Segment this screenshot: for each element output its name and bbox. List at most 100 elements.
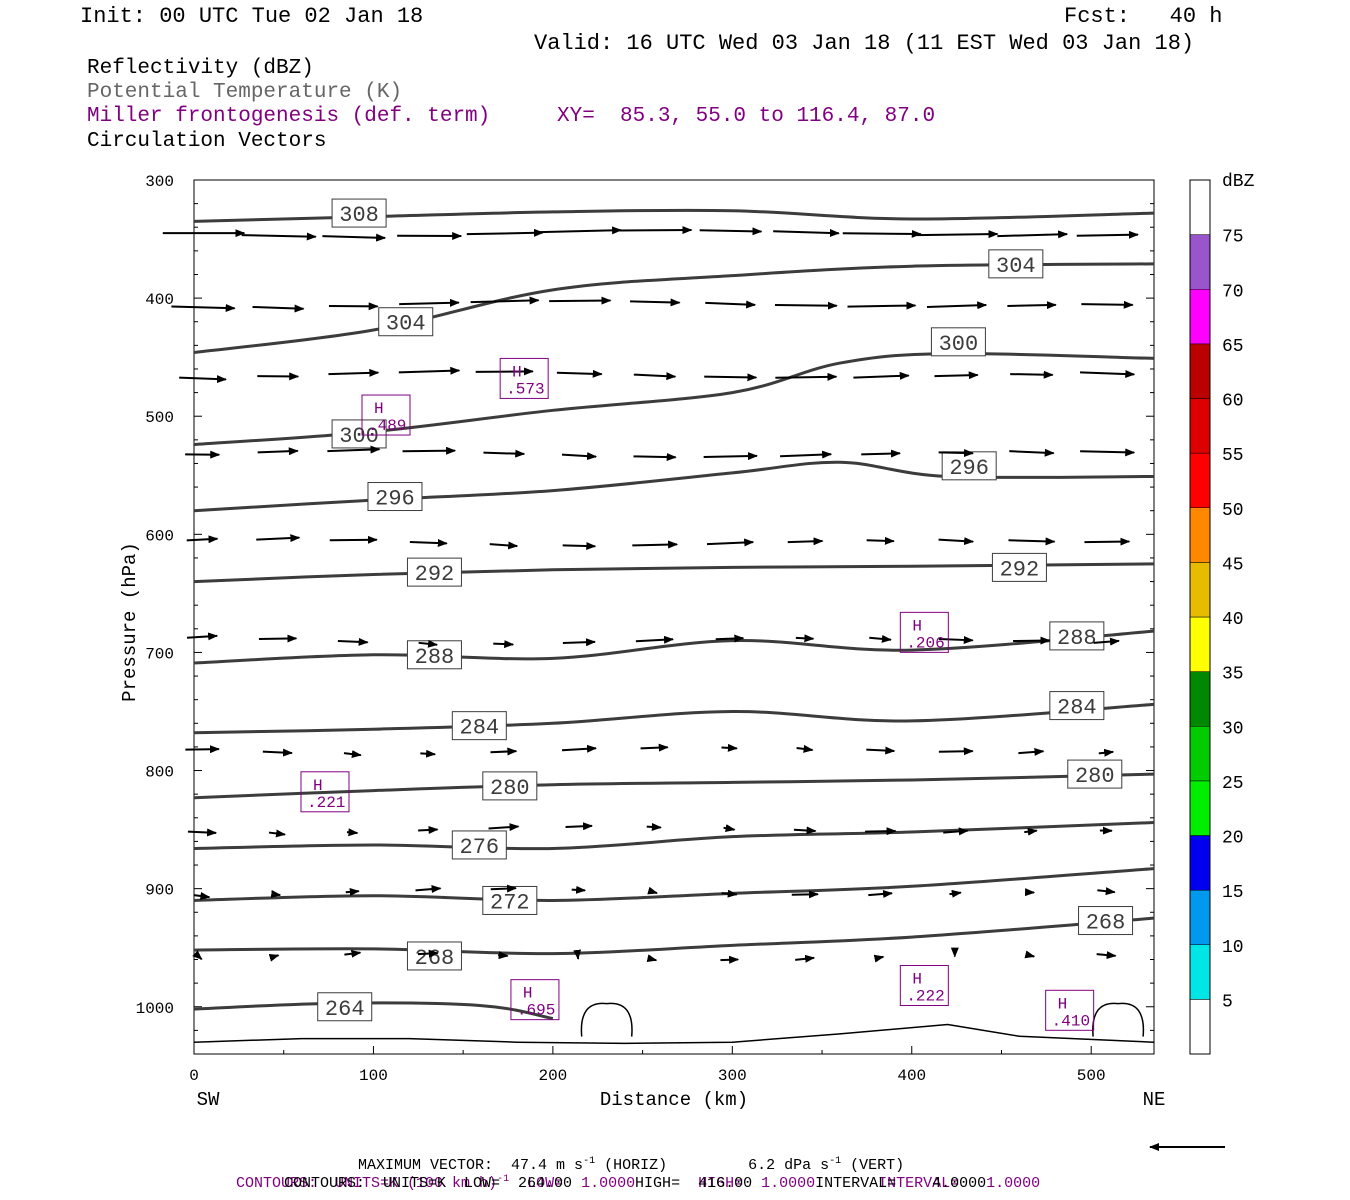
circulation-vector	[706, 538, 755, 547]
circulation-vector	[556, 369, 603, 378]
colorbar-level-label: 70	[1222, 282, 1244, 302]
circulation-vector	[997, 230, 1069, 239]
colorbar-swatch	[1189, 999, 1211, 1055]
theta-label: 304	[996, 254, 1036, 279]
circulation-vector	[853, 371, 910, 380]
colorbar-level-label: 65	[1222, 337, 1244, 357]
y-tick-label: 400	[145, 291, 174, 309]
colorbar-swatch	[1189, 179, 1211, 235]
x-tick-label: 0	[189, 1067, 199, 1085]
circulation-vector	[187, 828, 218, 837]
contours1-b: LOW= 1.0000 HIGH= 1.0000 INTERVAL= 1.000…	[509, 1175, 1041, 1192]
circulation-vector	[938, 449, 975, 457]
circulation-vector	[322, 233, 387, 242]
circulation-vector	[1024, 950, 1036, 959]
colorbar-swatch	[1189, 234, 1211, 290]
colorbar-level-label: 5	[1222, 992, 1233, 1012]
circulation-vector	[1076, 230, 1139, 239]
init-time: Init: 00 UTC Tue 02 Jan 18	[80, 4, 424, 29]
fronto-max-box	[499, 357, 549, 399]
circulation-vector	[635, 635, 675, 644]
circulation-vector	[328, 368, 380, 377]
circulation-vector	[1081, 300, 1134, 309]
theta-label: 264	[325, 997, 365, 1022]
circulation-vector	[630, 298, 681, 307]
circulation-vector	[262, 748, 293, 757]
circulation-vector	[344, 949, 362, 958]
circulation-vector	[842, 229, 922, 238]
y-tick-label: 300	[145, 173, 174, 191]
circulation-vector	[795, 634, 815, 643]
theta-contour-284	[193, 702, 1155, 735]
circulation-vector	[632, 540, 679, 549]
max-vector-c: (VERT)	[841, 1157, 905, 1174]
theta-label-box	[451, 711, 507, 741]
circulation-vector	[633, 453, 677, 462]
circulation-vector	[633, 372, 677, 381]
field-vectors: Circulation Vectors	[87, 130, 327, 153]
x-tick-label: 300	[718, 1067, 747, 1085]
colorbar-level-label: 15	[1222, 883, 1244, 903]
fronto-contour-note: CONTOURS: UNITS=K (100 km h)-1 LOW= 1.00…	[218, 1157, 1040, 1192]
circulation-vector	[647, 886, 658, 895]
theta-contour-264	[193, 1001, 554, 1021]
circulation-vector	[715, 634, 745, 643]
fronto-max-h: H	[523, 985, 533, 1003]
colorbar-level-label: 30	[1222, 719, 1244, 739]
circulation-vector	[193, 892, 211, 900]
circulation-vector	[640, 743, 669, 752]
circulation-vector	[1010, 370, 1054, 379]
theta-contour-note: CONTOURS: UNITS=K LOW= 264.00 HIGH= 416.…	[284, 1175, 987, 1192]
circulation-vector	[866, 746, 896, 755]
circulation-vector	[646, 954, 658, 963]
theta-label: 292	[1000, 557, 1040, 582]
circulation-vector	[470, 296, 540, 305]
fronto-max-value: .573	[506, 380, 544, 398]
y-tick-label: 700	[145, 645, 174, 663]
cross-section-endpoints: XY= 85.3, 55.0 to 116.4, 87.0	[557, 105, 936, 128]
circulation-vector	[346, 828, 359, 837]
circulation-vector	[409, 539, 448, 548]
circulation-vector	[402, 446, 457, 455]
circulation-vector	[1013, 636, 1051, 645]
theta-label-box	[482, 771, 538, 801]
circulation-vector	[539, 226, 623, 235]
fronto-max-value: .222	[906, 987, 944, 1005]
circulation-vector	[186, 535, 219, 544]
circulation-vector	[327, 445, 381, 454]
fronto-max-box	[300, 771, 350, 813]
circulation-vector	[926, 301, 988, 310]
circulation-vector	[774, 301, 838, 310]
fronto-max-h: H	[912, 970, 922, 988]
colorbar-swatch	[1189, 671, 1211, 727]
theta-label: 300	[339, 424, 379, 449]
circulation-vector	[268, 829, 287, 838]
theta-label-box	[317, 992, 373, 1022]
circulation-vector	[861, 449, 901, 458]
fronto-max-box	[1045, 989, 1095, 1031]
fronto-max-box	[899, 964, 949, 1006]
circulation-vector	[475, 367, 534, 376]
theta-label-box	[378, 307, 434, 337]
circulation-vector	[1018, 747, 1045, 756]
circulation-vector	[619, 226, 693, 235]
circulation-vector	[1096, 951, 1117, 960]
theta-label: 276	[460, 835, 500, 860]
circulation-vector	[493, 640, 515, 649]
y-tick-label: 600	[145, 527, 174, 545]
fronto-max-value: .489	[368, 417, 406, 435]
theta-label: 268	[415, 946, 455, 971]
circulation-vector	[171, 303, 236, 312]
circulation-vector	[420, 749, 437, 758]
theta-contour-292	[193, 562, 1155, 584]
x-tick-label: 400	[897, 1067, 926, 1085]
y-tick-label: 500	[145, 409, 174, 427]
circulation-vector	[192, 950, 203, 960]
fronto-max-h: H	[512, 363, 522, 381]
theta-label: 280	[490, 776, 530, 801]
circulation-vector	[721, 889, 738, 898]
x-tick-label: 200	[538, 1067, 567, 1085]
plot-frame	[193, 179, 1155, 1055]
theta-label: 296	[949, 456, 989, 481]
circulation-vector	[565, 822, 594, 831]
